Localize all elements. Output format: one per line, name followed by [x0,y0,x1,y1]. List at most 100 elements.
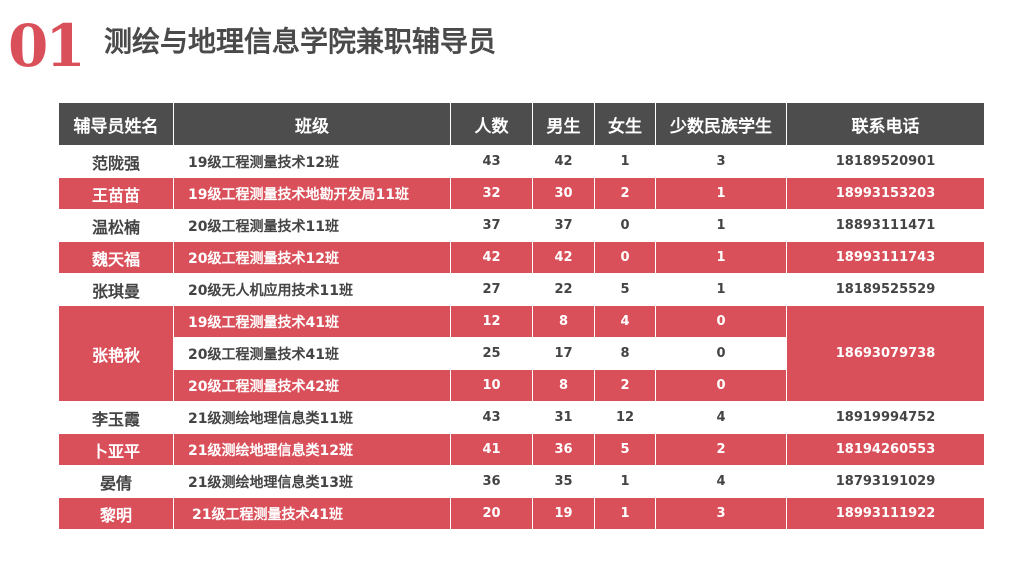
student-total: 27 [450,273,533,306]
female-count: 4 [594,305,656,338]
male-count: 19 [532,497,595,530]
table-row: 范陇强 19级工程测量技术12班 43 42 1 3 18189520901 [58,145,985,178]
female-count: 5 [594,273,656,306]
counselor-name: 卜亚平 [58,433,174,466]
counselor-name: 王苗苗 [58,177,174,210]
class-name: 20级工程测量技术11班 [173,209,451,242]
phone-number: 18993111743 [786,241,985,274]
male-count: 30 [532,177,595,210]
class-name: 19级工程测量技术地勘开发局11班 [173,177,451,210]
phone-number: 18793191029 [786,465,985,498]
class-name: 20级工程测量技术41班 [173,337,451,370]
student-total: 12 [450,305,533,338]
table-row: 卜亚平 21级测绘地理信息类12班 41 36 5 2 18194260553 [58,433,985,466]
table-row: 20级工程测量技术42班 10 8 2 0 [59,369,985,402]
student-total: 20 [450,497,533,530]
column-header-minority: 少数民族学生 [655,102,787,146]
student-total: 36 [450,465,533,498]
male-count: 8 [532,369,595,402]
phone-number: 18194260553 [786,433,985,466]
table-row: 晏倩 21级测绘地理信息类13班 36 35 1 4 18793191029 [58,465,985,498]
minority-count: 3 [655,497,787,530]
table-row: 20级工程测量技术41班 25 17 8 0 [59,337,985,370]
female-count: 12 [594,401,656,434]
female-count: 8 [594,337,656,370]
column-header-total: 人数 [450,102,533,146]
student-total: 43 [450,145,533,178]
female-count: 1 [594,465,656,498]
counselor-name: 张琪曼 [58,273,174,306]
student-total: 41 [450,433,533,466]
class-name: 20级工程测量技术12班 [173,241,451,274]
counselor-name: 魏天福 [58,241,174,274]
counselor-name: 温松楠 [58,209,174,242]
minority-count: 2 [655,433,787,466]
table-header-row: 辅导员姓名 班级 人数 男生 女生 少数民族学生 联系电话 [58,102,985,146]
female-count: 0 [594,241,656,274]
counselor-table: 辅导员姓名 班级 人数 男生 女生 少数民族学生 联系电话 范陇强 19级工程测… [58,102,985,530]
male-count: 35 [532,465,595,498]
table-row: 王苗苗 19级工程测量技术地勘开发局11班 32 30 2 1 18993153… [58,177,985,210]
table-row: 黎明 21级工程测量技术41班 20 19 1 3 18993111922 [58,497,985,530]
counselor-name: 晏倩 [58,465,174,498]
slide-header: 01 测绘与地理信息学院兼职辅导员 [0,0,1024,90]
female-count: 1 [594,145,656,178]
male-count: 42 [532,145,595,178]
table-row: 张琪曼 20级无人机应用技术11班 27 22 5 1 18189525529 [58,273,985,306]
counselor-name: 范陇强 [58,145,174,178]
phone-number: 18189520901 [786,145,985,178]
class-name: 21级工程测量技术41班 [173,497,451,530]
phone-number: 18693079738 [786,305,985,402]
male-count: 8 [532,305,595,338]
phone-number: 18993153203 [786,177,985,210]
male-count: 22 [532,273,595,306]
class-name: 19级工程测量技术41班 [173,305,451,338]
male-count: 42 [532,241,595,274]
class-name: 21级测绘地理信息类13班 [173,465,451,498]
page-title: 测绘与地理信息学院兼职辅导员 [104,25,497,58]
minority-count: 1 [655,177,787,210]
minority-count: 0 [655,305,787,338]
column-header-phone: 联系电话 [786,102,985,146]
column-header-name: 辅导员姓名 [58,102,174,146]
counselor-name: 张艳秋 [58,305,174,402]
female-count: 2 [594,177,656,210]
male-count: 36 [532,433,595,466]
minority-count: 1 [655,209,787,242]
table-row: 温松楠 20级工程测量技术11班 37 37 0 1 18893111471 [58,209,985,242]
section-number: 01 [8,12,86,80]
phone-number: 18993111922 [786,497,985,530]
female-count: 2 [594,369,656,402]
female-count: 0 [594,209,656,242]
phone-number: 18189525529 [786,273,985,306]
female-count: 1 [594,497,656,530]
minority-count: 0 [655,369,787,402]
minority-count: 0 [655,337,787,370]
minority-count: 3 [655,145,787,178]
female-count: 5 [594,433,656,466]
class-name: 19级工程测量技术12班 [173,145,451,178]
column-header-class: 班级 [173,102,451,146]
male-count: 17 [532,337,595,370]
counselor-name: 黎明 [58,497,174,530]
class-name: 21级测绘地理信息类11班 [173,401,451,434]
minority-count: 1 [655,273,787,306]
male-count: 31 [532,401,595,434]
student-total: 37 [450,209,533,242]
minority-count: 4 [655,401,787,434]
student-total: 43 [450,401,533,434]
column-header-female: 女生 [594,102,656,146]
class-name: 20级工程测量技术42班 [173,369,451,402]
minority-count: 4 [655,465,787,498]
male-count: 37 [532,209,595,242]
table-row: 李玉霞 21级测绘地理信息类11班 43 31 12 4 18919994752 [58,401,985,434]
counselor-name: 李玉霞 [58,401,174,434]
table-row: 魏天福 20级工程测量技术12班 42 42 0 1 18993111743 [58,241,985,274]
column-header-male: 男生 [532,102,595,146]
student-total: 25 [450,337,533,370]
minority-count: 1 [655,241,787,274]
student-total: 32 [450,177,533,210]
class-name: 21级测绘地理信息类12班 [173,433,451,466]
phone-number: 18919994752 [786,401,985,434]
student-total: 10 [450,369,533,402]
